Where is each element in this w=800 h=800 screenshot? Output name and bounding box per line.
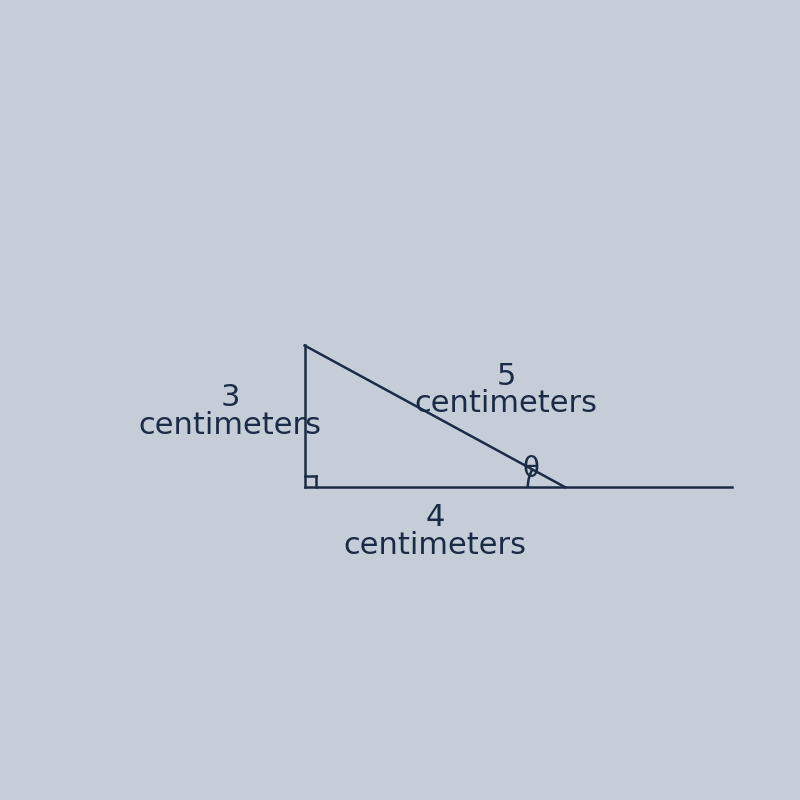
Text: centimeters: centimeters: [414, 390, 598, 418]
Text: 3: 3: [221, 383, 240, 412]
Text: 4: 4: [425, 503, 445, 533]
Text: θ: θ: [522, 454, 539, 482]
Text: centimeters: centimeters: [138, 411, 322, 440]
Text: 5: 5: [497, 362, 516, 390]
Text: centimeters: centimeters: [343, 531, 526, 560]
